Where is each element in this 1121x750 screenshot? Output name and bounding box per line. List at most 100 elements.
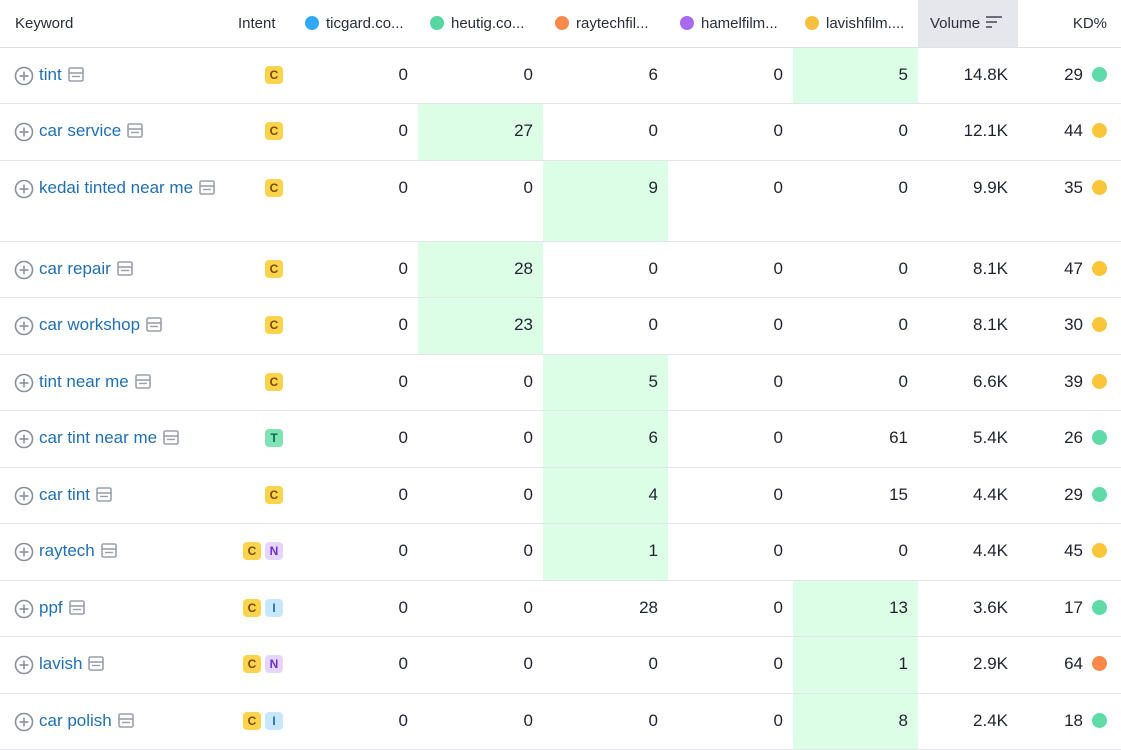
domain-position-cell[interactable]: 23 bbox=[418, 297, 543, 355]
domain-position-cell[interactable]: 9 bbox=[543, 160, 668, 242]
domain-position-cell[interactable]: 0 bbox=[543, 636, 668, 694]
domain-position-cell[interactable]: 0 bbox=[418, 523, 543, 581]
domain-position-cell[interactable]: 0 bbox=[293, 467, 418, 524]
domain-position-cell[interactable]: 0 bbox=[543, 297, 668, 355]
domain-position-cell[interactable]: 0 bbox=[418, 160, 543, 242]
domain-position-cell[interactable]: 0 bbox=[293, 297, 418, 355]
volume-column-header[interactable]: Volume bbox=[918, 0, 1018, 48]
domain-position-cell[interactable]: 0 bbox=[668, 523, 793, 581]
keyword-link[interactable]: car polish bbox=[39, 710, 112, 730]
domain-position-cell[interactable]: 0 bbox=[668, 297, 793, 355]
domain-position-cell[interactable]: 8 bbox=[793, 693, 918, 750]
domain-position-cell[interactable]: 0 bbox=[793, 523, 918, 581]
domain-position-cell[interactable]: 0 bbox=[793, 241, 918, 298]
domain-position-cell[interactable]: 0 bbox=[418, 410, 543, 468]
domain-position-cell[interactable]: 27 bbox=[418, 103, 543, 161]
domain-position-cell[interactable]: 0 bbox=[668, 103, 793, 161]
domain-position-cell[interactable]: 0 bbox=[668, 580, 793, 637]
domain-position-cell[interactable]: 0 bbox=[293, 410, 418, 468]
domain-position-cell[interactable]: 5 bbox=[543, 354, 668, 411]
domain-column-header[interactable]: lavishfilm.... bbox=[793, 0, 918, 48]
domain-position-cell[interactable]: 0 bbox=[293, 636, 418, 694]
domain-position-cell[interactable]: 4 bbox=[543, 467, 668, 524]
domain-position-cell[interactable]: 0 bbox=[418, 580, 543, 637]
serp-features-icon[interactable] bbox=[67, 66, 84, 82]
domain-position-cell[interactable]: 0 bbox=[293, 160, 418, 242]
add-keyword-icon[interactable] bbox=[14, 260, 34, 280]
add-keyword-icon[interactable] bbox=[14, 429, 34, 449]
keyword-link[interactable]: tint near me bbox=[39, 371, 129, 391]
keyword-link[interactable]: ppf bbox=[39, 597, 63, 617]
add-keyword-icon[interactable] bbox=[14, 316, 34, 336]
domain-position-cell[interactable]: 0 bbox=[418, 467, 543, 524]
domain-position-cell[interactable]: 6 bbox=[543, 47, 668, 104]
domain-position-cell[interactable]: 1 bbox=[793, 636, 918, 694]
domain-position-cell[interactable]: 0 bbox=[418, 693, 543, 750]
sort-descending-icon[interactable] bbox=[986, 15, 1003, 29]
domain-column-header[interactable]: hamelfilm... bbox=[668, 0, 793, 48]
domain-position-cell[interactable]: 0 bbox=[543, 241, 668, 298]
domain-position-cell[interactable]: 0 bbox=[293, 523, 418, 581]
domain-position-cell[interactable]: 0 bbox=[293, 580, 418, 637]
add-keyword-icon[interactable] bbox=[14, 655, 34, 675]
domain-position-cell[interactable]: 0 bbox=[668, 467, 793, 524]
keyword-link[interactable]: car service bbox=[39, 120, 122, 140]
keyword-link[interactable]: car tint near me bbox=[39, 427, 158, 447]
intent-column-header[interactable]: Intent bbox=[228, 0, 293, 48]
domain-position-cell[interactable]: 15 bbox=[793, 467, 918, 524]
keyword-column-header[interactable]: Keyword bbox=[0, 0, 228, 48]
domain-position-cell[interactable]: 1 bbox=[543, 523, 668, 581]
serp-features-icon[interactable] bbox=[163, 429, 179, 445]
keyword-link[interactable]: kedai tinted near me bbox=[39, 177, 194, 197]
add-keyword-icon[interactable] bbox=[14, 66, 34, 86]
domain-position-cell[interactable]: 13 bbox=[793, 580, 918, 637]
domain-position-cell[interactable]: 0 bbox=[418, 354, 543, 411]
domain-position-cell[interactable]: 5 bbox=[793, 47, 918, 104]
add-keyword-icon[interactable] bbox=[14, 122, 34, 142]
domain-position-cell[interactable]: 0 bbox=[668, 354, 793, 411]
add-keyword-icon[interactable] bbox=[14, 486, 34, 506]
domain-column-header[interactable]: heutig.co... bbox=[418, 0, 543, 48]
keyword-link[interactable]: tint bbox=[39, 64, 62, 84]
add-keyword-icon[interactable] bbox=[14, 599, 34, 619]
domain-position-cell[interactable]: 0 bbox=[293, 354, 418, 411]
domain-position-cell[interactable]: 0 bbox=[668, 410, 793, 468]
add-keyword-icon[interactable] bbox=[14, 712, 34, 732]
domain-position-cell[interactable]: 0 bbox=[293, 103, 418, 161]
domain-position-cell[interactable]: 0 bbox=[668, 693, 793, 750]
domain-position-cell[interactable]: 0 bbox=[668, 47, 793, 104]
domain-position-cell[interactable]: 0 bbox=[543, 103, 668, 161]
domain-position-cell[interactable]: 0 bbox=[668, 636, 793, 694]
serp-features-icon[interactable] bbox=[88, 655, 105, 671]
domain-position-cell[interactable]: 0 bbox=[793, 354, 918, 411]
keyword-link[interactable]: car workshop bbox=[39, 314, 141, 334]
serp-features-icon[interactable] bbox=[68, 599, 85, 615]
domain-position-cell[interactable]: 0 bbox=[293, 47, 418, 104]
domain-position-cell[interactable]: 0 bbox=[418, 47, 543, 104]
domain-position-cell[interactable]: 0 bbox=[293, 693, 418, 750]
serp-features-icon[interactable] bbox=[100, 542, 117, 558]
keyword-link[interactable]: car tint bbox=[39, 484, 91, 504]
domain-position-cell[interactable]: 61 bbox=[793, 410, 918, 468]
domain-position-cell[interactable]: 28 bbox=[543, 580, 668, 637]
domain-position-cell[interactable]: 0 bbox=[293, 241, 418, 298]
add-keyword-icon[interactable] bbox=[14, 373, 34, 393]
keyword-link[interactable]: raytech bbox=[39, 540, 95, 560]
add-keyword-icon[interactable] bbox=[14, 542, 34, 562]
domain-position-cell[interactable]: 0 bbox=[543, 693, 668, 750]
keyword-link[interactable]: car repair bbox=[39, 258, 111, 278]
domain-position-cell[interactable]: 28 bbox=[418, 241, 543, 298]
domain-position-cell[interactable]: 0 bbox=[418, 636, 543, 694]
serp-features-icon[interactable] bbox=[199, 179, 215, 195]
kd-column-header[interactable]: KD% bbox=[1018, 0, 1121, 48]
add-keyword-icon[interactable] bbox=[14, 179, 34, 199]
domain-position-cell[interactable]: 0 bbox=[793, 160, 918, 242]
serp-features-icon[interactable] bbox=[146, 316, 162, 332]
domain-position-cell[interactable]: 0 bbox=[668, 160, 793, 242]
serp-features-icon[interactable] bbox=[96, 486, 112, 502]
keyword-link[interactable]: lavish bbox=[39, 653, 83, 673]
domain-position-cell[interactable]: 0 bbox=[793, 103, 918, 161]
domain-position-cell[interactable]: 0 bbox=[793, 297, 918, 355]
serp-features-icon[interactable] bbox=[134, 373, 151, 389]
serp-features-icon[interactable] bbox=[117, 712, 134, 728]
